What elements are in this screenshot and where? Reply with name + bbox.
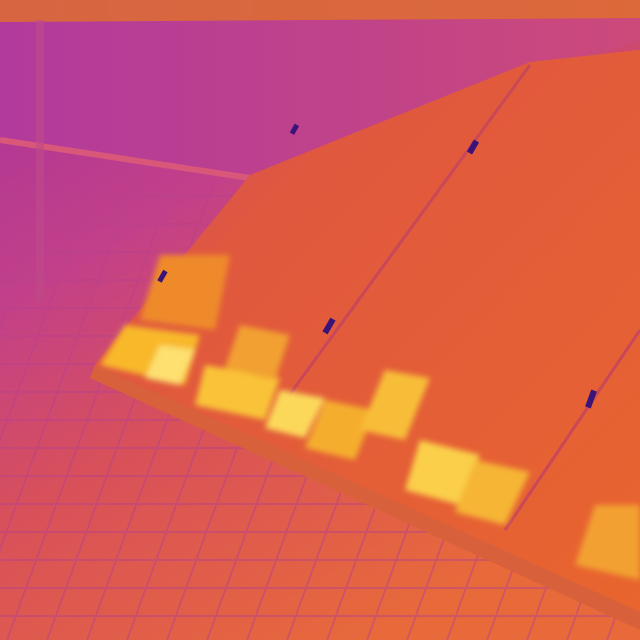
warm-cell [305,400,375,460]
hot-cells [100,255,640,580]
panel-frame [90,365,640,630]
panel-seam [503,329,640,531]
hot-cell [455,460,530,525]
clip [585,389,597,409]
clip [322,317,336,335]
warm-cell [225,325,290,380]
panel-clips [157,123,597,409]
clip [157,269,168,283]
panel-seam [280,64,532,406]
hot-cell [265,390,325,438]
hot-cell [145,345,195,385]
hot-cell [195,365,280,420]
warm-cell [575,505,640,580]
top-edge [0,0,640,22]
upper-panels [0,0,640,175]
hot-cell [360,370,430,440]
clip [289,123,300,135]
clip [466,139,480,155]
hot-cell [405,440,480,505]
